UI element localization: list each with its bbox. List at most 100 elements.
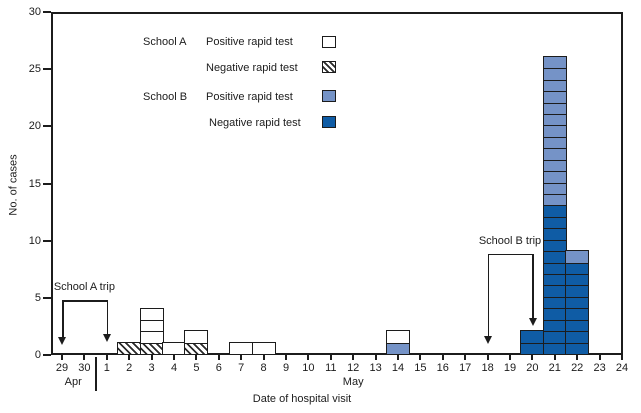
x-axis-title: Date of hospital visit	[252, 393, 352, 405]
y-tick	[43, 68, 51, 71]
bar-cell-may14-school_a_positive	[385, 330, 411, 344]
bar-cell-may21-school_b_negative	[542, 330, 567, 344]
legend-swatch-b-positive	[322, 90, 336, 102]
bar-cell-may22-school_b_negative	[565, 319, 590, 333]
bar-cell-may21-school_b_negative	[542, 319, 567, 333]
x-tick-label: 29	[55, 362, 69, 374]
bar-cell-may21-school_b_positive	[542, 90, 567, 104]
legend-label-a-positive: Positive rapid test	[206, 36, 293, 48]
x-tick-label: 4	[170, 362, 178, 374]
y-tick	[43, 11, 51, 14]
x-tick-label: 21	[548, 362, 561, 374]
x-tick	[397, 355, 399, 360]
bar-cell-may21-school_b_negative	[542, 216, 567, 230]
bar-cell-may21-school_b_negative	[542, 341, 567, 355]
bar-cell-may21-school_b_positive	[542, 56, 567, 70]
y-tick-label: 0	[34, 349, 41, 361]
bar-cell-may20-school_b_negative	[520, 341, 545, 355]
x-tick	[150, 355, 153, 360]
bar-cell-may20-school_b_negative	[520, 330, 545, 344]
trip-bracket-line	[532, 253, 534, 320]
legend-label-b-positive: Positive rapid test	[206, 91, 293, 103]
x-tick	[374, 355, 377, 360]
bar-cell-may22-school_b_negative	[565, 330, 590, 344]
bar-cell-may21-school_b_positive	[542, 147, 567, 161]
x-tick	[621, 355, 623, 360]
x-tick-label: 8	[260, 362, 267, 374]
bar-cell-may21-school_b_negative	[542, 204, 567, 218]
x-tick	[509, 355, 511, 360]
x-tick	[195, 355, 198, 360]
x-tick	[128, 355, 131, 360]
bar-cell-may4-school_a_positive	[161, 341, 187, 355]
trip-bracket-line	[487, 253, 534, 256]
x-tick-label: 17	[459, 362, 472, 374]
x-tick	[217, 355, 220, 360]
month-separator-line	[95, 357, 97, 391]
bar-cell-may5-school_a_positive	[184, 330, 209, 344]
x-tick-label: 3	[148, 362, 155, 374]
bar-cell-may21-school_b_negative	[542, 307, 567, 321]
x-tick-label: 30	[78, 362, 91, 374]
trip-annotation-label: School B trip	[478, 234, 542, 247]
y-tick-label: 20	[28, 120, 41, 133]
y-tick-label: 15	[28, 177, 41, 190]
month-label: Apr	[64, 376, 82, 388]
legend-label-a-negative: Negative rapid test	[206, 62, 298, 74]
legend-group-school-b: School B	[143, 91, 188, 103]
x-tick-label: 1	[103, 362, 110, 374]
bar-cell-may21-school_b_positive	[542, 113, 567, 127]
x-tick-label: 9	[282, 362, 290, 374]
y-tick	[43, 239, 51, 242]
trip-bracket-line	[106, 300, 109, 337]
x-tick	[553, 355, 556, 360]
x-tick	[419, 355, 422, 360]
bar-cell-may21-school_b_positive	[542, 181, 567, 195]
x-tick	[83, 355, 86, 360]
x-tick	[352, 355, 355, 360]
legend-group-school-a: School A	[143, 36, 187, 48]
bar-cell-may21-school_b_negative	[542, 261, 567, 275]
trip-annotation-label: School A trip	[53, 281, 115, 294]
bar-cell-may14-school_b_positive	[385, 341, 411, 355]
x-tick-label: 22	[571, 362, 584, 374]
y-tick-label: 30	[28, 6, 41, 19]
x-tick	[173, 355, 175, 360]
legend-swatch-a-positive	[322, 36, 336, 48]
down-arrow-icon	[58, 337, 67, 346]
bar-cell-may21-school_b_negative	[542, 273, 567, 287]
bar-cell-may22-school_b_negative	[565, 261, 590, 275]
down-arrow-icon	[103, 334, 112, 343]
x-tick	[240, 355, 243, 360]
x-tick-label: 14	[391, 362, 405, 374]
x-tick-label: 13	[369, 362, 382, 374]
y-tick-label: 10	[28, 234, 41, 247]
x-tick	[61, 355, 63, 360]
bar-cell-may21-school_b_positive	[542, 158, 567, 173]
y-tick	[43, 125, 51, 128]
x-tick-label: 7	[238, 362, 245, 374]
x-tick-label: 12	[347, 362, 360, 374]
x-tick	[262, 355, 265, 360]
y-tick	[43, 182, 51, 185]
x-tick-label: 20	[526, 362, 539, 374]
x-tick-label: 24	[615, 362, 629, 374]
bar-cell-may21-school_b_positive	[542, 101, 567, 115]
bar-cell-may21-school_b_positive	[542, 67, 567, 81]
x-tick	[307, 355, 310, 360]
bar-cell-may21-school_b_positive	[542, 78, 567, 93]
bar-cell-may22-school_b_negative	[565, 341, 590, 355]
trip-bracket-line	[62, 300, 109, 302]
x-tick-label: 2	[126, 362, 133, 374]
y-tick-label: 25	[28, 63, 41, 76]
bar-cell-may21-school_b_positive	[542, 193, 567, 207]
x-tick	[576, 355, 579, 360]
x-tick	[329, 355, 332, 360]
y-tick-label: 5	[34, 291, 41, 304]
down-arrow-icon	[528, 317, 537, 326]
down-arrow-icon	[483, 335, 492, 344]
x-tick	[464, 355, 467, 360]
x-tick-label: 16	[436, 362, 449, 374]
bar-cell-may21-school_b_negative	[542, 284, 567, 298]
